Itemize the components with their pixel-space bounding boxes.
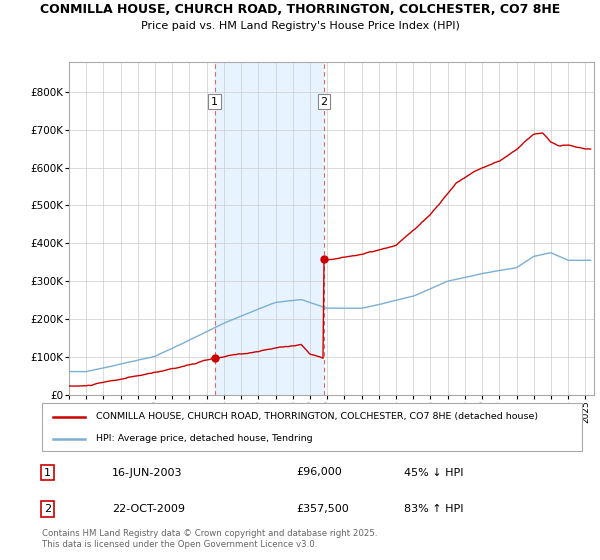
- Text: 45% ↓ HPI: 45% ↓ HPI: [404, 468, 463, 478]
- Text: 1: 1: [211, 96, 218, 106]
- Text: Contains HM Land Registry data © Crown copyright and database right 2025.
This d: Contains HM Land Registry data © Crown c…: [42, 529, 377, 549]
- Text: 83% ↑ HPI: 83% ↑ HPI: [404, 504, 463, 514]
- Text: CONMILLA HOUSE, CHURCH ROAD, THORRINGTON, COLCHESTER, CO7 8HE: CONMILLA HOUSE, CHURCH ROAD, THORRINGTON…: [40, 3, 560, 16]
- Text: 1: 1: [44, 468, 51, 478]
- Text: HPI: Average price, detached house, Tendring: HPI: Average price, detached house, Tend…: [96, 435, 313, 444]
- Bar: [215, 62, 324, 395]
- FancyBboxPatch shape: [42, 403, 582, 451]
- Text: £357,500: £357,500: [296, 504, 349, 514]
- Text: £96,000: £96,000: [296, 468, 341, 478]
- Text: 2: 2: [320, 96, 328, 106]
- Text: 22-OCT-2009: 22-OCT-2009: [112, 504, 185, 514]
- Text: CONMILLA HOUSE, CHURCH ROAD, THORRINGTON, COLCHESTER, CO7 8HE (detached house): CONMILLA HOUSE, CHURCH ROAD, THORRINGTON…: [96, 412, 538, 421]
- Text: 2: 2: [44, 504, 51, 514]
- Text: Price paid vs. HM Land Registry's House Price Index (HPI): Price paid vs. HM Land Registry's House …: [140, 21, 460, 31]
- Text: 16-JUN-2003: 16-JUN-2003: [112, 468, 183, 478]
